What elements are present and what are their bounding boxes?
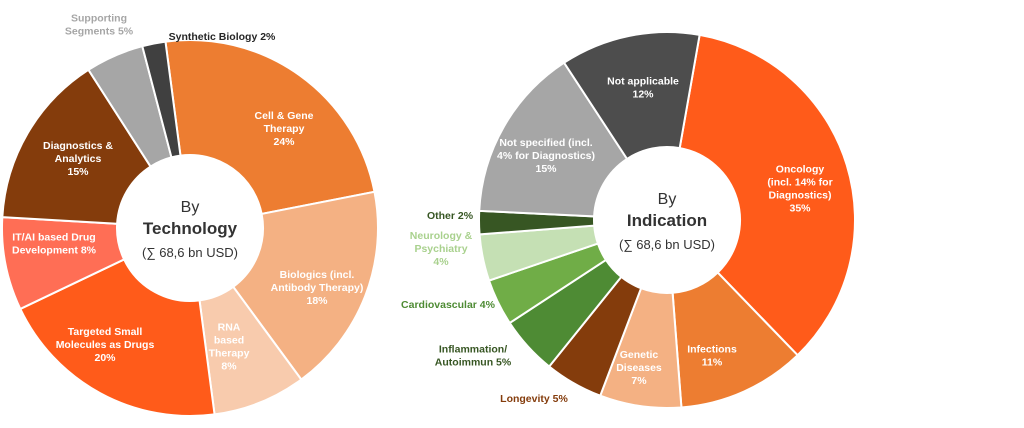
technology-center-total: (∑ 68,6 bn USD): [142, 245, 238, 260]
technology-slice-label-5-line-0: Diagnostics &: [43, 140, 113, 152]
technology-slice-label-1-line-0: Biologics (incl.: [280, 269, 355, 281]
indication-slice-label-2-line-2: 7%: [631, 375, 647, 387]
technology-center-title: Technology: [143, 219, 238, 238]
indication-slice-label-0-line-2: Diagnostics): [768, 190, 831, 202]
indication-slice-label-4-line-1: Autoimmun 5%: [435, 357, 512, 369]
technology-slice-label-0-line-0: Cell & Gene: [255, 110, 314, 122]
indication-center-line1: By: [658, 191, 677, 208]
technology-slice-label-4-line-0: IT/AI based Drug: [12, 232, 95, 244]
indication-slice-label-6-line-0: Neurology &: [410, 230, 473, 242]
technology-slice-label-7: Synthetic Biology 2%: [169, 31, 276, 43]
indication-slice-label-6-line-1: Psychiatry: [414, 243, 467, 255]
indication-slice-label-6-line-2: 4%: [433, 256, 449, 268]
indication-center-label: By Indication (∑ 68,6 bn USD): [619, 191, 715, 252]
indication-slice-label-5: Cardiovascular 4%: [401, 299, 496, 311]
indication-slice-label-6: Neurology & Psychiatry 4%: [410, 230, 473, 268]
indication-center-title: Indication: [627, 211, 707, 230]
technology-slice-label-3-line-2: 20%: [94, 352, 116, 364]
indication-slice-label-9: Not applicable 12%: [607, 76, 679, 101]
technology-slice-label-7-line-0: Synthetic Biology 2%: [169, 31, 276, 43]
technology-slice-label-1-line-1: Antibody Therapy): [271, 282, 364, 294]
indication-slice-label-1-line-1: 11%: [702, 357, 723, 369]
indication-slice-label-7: Other 2%: [427, 210, 474, 222]
indication-slice-label-0-line-3: 35%: [789, 203, 811, 215]
indication-slice-label-0-line-0: Oncology: [776, 164, 825, 176]
indication-slice-label-0: Oncology (incl. 14% for Diagnostics) 35%: [767, 164, 832, 215]
technology-slice-label-2-line-0: RNA: [218, 322, 241, 334]
technology-slice-label-3-line-1: Molecules as Drugs: [56, 339, 155, 351]
technology-slice-label-3-line-0: Targeted Small: [68, 326, 143, 338]
indication-slice-label-8-line-2: 15%: [535, 163, 557, 175]
technology-center-label: By Technology (∑ 68,6 bn USD): [142, 199, 238, 260]
indication-slice-label-7-line-0: Other 2%: [427, 210, 474, 222]
technology-slice-label-4: IT/AI based Drug Development 8%: [12, 232, 97, 257]
indication-slice-label-8-line-1: 4% for Diagnostics): [497, 150, 595, 162]
technology-slice-label-0-line-2: 24%: [273, 136, 295, 148]
technology-slice-label-6-line-1: Segments 5%: [65, 26, 134, 38]
technology-slice-label-4-line-1: Development 8%: [12, 245, 97, 257]
technology-slice-label-6: Supporting Segments 5%: [65, 13, 134, 38]
technology-slice-label-3: Targeted Small Molecules as Drugs 20%: [56, 326, 155, 364]
indication-slice-label-4-line-0: Inflammation/: [439, 344, 507, 356]
indication-slice-label-2: Genetic Diseases 7%: [616, 349, 662, 387]
technology-slice-label-0: Cell & Gene Therapy 24%: [255, 110, 314, 148]
indication-slice-label-9-line-0: Not applicable: [607, 76, 679, 88]
technology-slice-label-0-line-1: Therapy: [264, 123, 305, 135]
indication-slice-label-3-line-0: Longevity 5%: [500, 393, 568, 405]
technology-slice-label-2: RNA based Therapy 8%: [209, 322, 250, 373]
indication-slice-label-2-line-1: Diseases: [616, 362, 662, 374]
indication-center-total: (∑ 68,6 bn USD): [619, 237, 715, 252]
indication-donut-hole: [594, 147, 740, 293]
indication-slice-label-9-line-1: 12%: [632, 89, 654, 101]
technology-slice-label-5: Diagnostics & Analytics 15%: [43, 140, 113, 178]
indication-slice-label-1: Infections 11%: [687, 344, 737, 369]
indication-slice-label-5-line-0: Cardiovascular 4%: [401, 299, 496, 311]
indication-donut-chart: Oncology (incl. 14% for Diagnostics) 35% Inf…: [401, 31, 856, 409]
technology-slice-label-2-line-2: Therapy: [209, 348, 250, 360]
technology-slice-label-1-line-2: 18%: [306, 295, 328, 307]
indication-slice-label-8: Not specified (incl. 4% for Diagnostics) 1…: [497, 137, 595, 175]
technology-slice-label-5-line-1: Analytics: [55, 153, 102, 165]
technology-slice-label-2-line-1: based: [214, 335, 244, 347]
indication-slice-label-4: Inflammation/Autoimmun 5%: [435, 344, 512, 369]
technology-donut-chart: Cell & Gene Therapy 24%Biologics (incl. Ant…: [1, 13, 379, 417]
technology-slice-label-5-line-2: 15%: [67, 166, 89, 178]
indication-slice-label-3: Longevity 5%: [500, 393, 568, 405]
technology-slice-label-1: Biologics (incl. Antibody Therapy) 18%: [271, 269, 364, 307]
technology-slice-label-2-line-3: 8%: [221, 361, 237, 373]
indication-slice-label-2-line-0: Genetic: [620, 349, 659, 361]
technology-donut-hole: [117, 155, 263, 301]
indication-slice-label-0-line-1: (incl. 14% for: [767, 177, 832, 189]
indication-slice-label-8-line-0: Not specified (incl.: [499, 137, 592, 149]
technology-center-line1: By: [181, 199, 200, 216]
indication-slice-label-1-line-0: Infections: [687, 344, 737, 356]
technology-slice-label-6-line-0: Supporting: [71, 13, 127, 25]
indication-slice-0: [678, 33, 856, 357]
